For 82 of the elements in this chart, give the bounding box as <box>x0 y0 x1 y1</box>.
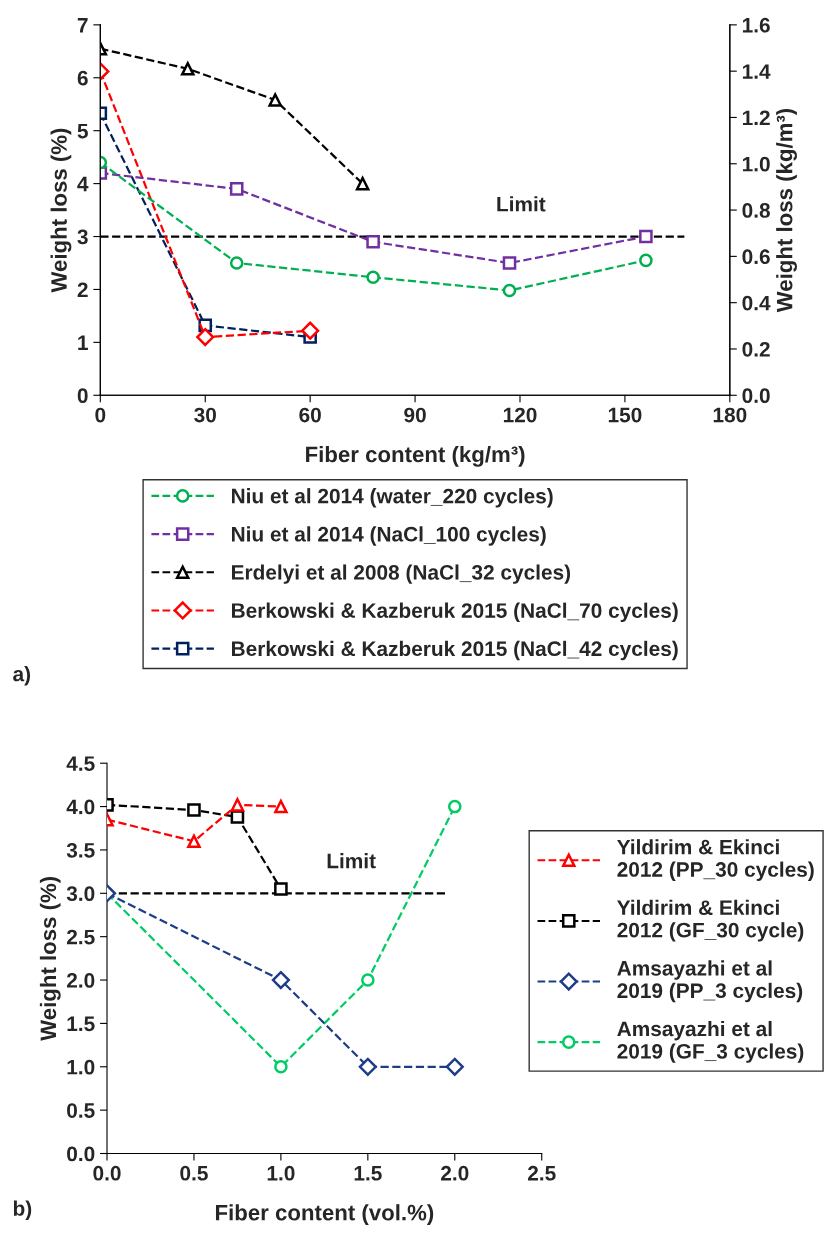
point <box>274 1059 288 1074</box>
legend-label: Amsayazhi et al 2019 (PP_3 cycles) <box>617 960 803 1003</box>
x-axis-title: Fiber content (kg/m³) <box>306 445 525 467</box>
x-tick-label: 1.5 <box>354 1166 382 1181</box>
y-tick-label: 1.0 <box>67 1059 95 1075</box>
y-tick-label: 0.5 <box>67 1103 95 1118</box>
x-tick-label: 1.0 <box>267 1165 295 1181</box>
x-tick-label: 90 <box>404 407 426 423</box>
y-tick-label: 6 <box>77 70 88 86</box>
y-tick-label: 2 <box>77 282 88 297</box>
point <box>301 321 320 340</box>
point <box>229 182 244 196</box>
point <box>639 229 653 244</box>
y2-tick-label: 1.6 <box>742 17 770 33</box>
x-tick-label: 0 <box>95 407 106 423</box>
x-tick-label: 2.0 <box>441 1165 469 1181</box>
y2-tick-label: 0.6 <box>742 249 770 265</box>
point <box>502 256 517 270</box>
point <box>502 283 517 298</box>
point <box>187 834 201 849</box>
point <box>358 1057 377 1076</box>
x-tick-label: 30 <box>194 407 216 423</box>
y-tick-label: 0 <box>77 388 88 404</box>
y2-axis-title: Weight loss (kg/m³) <box>776 108 797 313</box>
y2-tick-label: 1.2 <box>742 110 770 126</box>
y2-tick-label: 0.8 <box>742 203 770 218</box>
point <box>268 93 282 107</box>
x-tick-label: 2.5 <box>527 1165 556 1181</box>
text: b) <box>13 1200 32 1220</box>
x-tick-label: 60 <box>299 407 321 423</box>
x-tick-label: 180 <box>713 407 747 423</box>
y-tick-label: 7 <box>77 18 88 33</box>
legend-label: Niu et al 2014 (water_220 cycles) <box>231 488 553 508</box>
y-tick-label: 3.5 <box>66 842 95 858</box>
legend-label: Berkowski & Kazberuk 2015 (NaCl_70 cycles) <box>231 602 678 623</box>
legend-label: Niu et al 2014 (NaCl_100 cycles) <box>231 526 546 546</box>
legend-label: Yildirim & Ekinci 2012 (GF_30 cycle) <box>617 899 804 942</box>
y-axis-title: Weight loss (%) <box>50 128 72 293</box>
point <box>196 327 215 347</box>
y-tick-label: 2.5 <box>66 929 95 945</box>
legend-label: Berkowski & Kazberuk 2015 (NaCl_42 cycles) <box>231 640 678 661</box>
y-tick-label: 4 <box>77 176 89 192</box>
legend-label: Yildirim & Ekinci 2012 (PP_30 cycles) <box>617 839 814 881</box>
point <box>274 882 288 896</box>
y-tick-label: 1 <box>78 335 88 350</box>
point <box>187 803 201 817</box>
point <box>271 970 290 990</box>
point <box>366 270 380 285</box>
y-tick-label: 4.5 <box>66 756 95 771</box>
point <box>355 176 370 191</box>
legend-label: Erdelyi et al 2008 (NaCl_32 cycles) <box>231 564 571 584</box>
y2-tick-label: 0.0 <box>742 388 770 404</box>
x-tick-label: 0.5 <box>180 1165 208 1181</box>
text: a) <box>13 666 31 686</box>
y-axis-title: Weight loss (%) <box>39 876 61 1041</box>
point <box>361 973 375 987</box>
annotation: Limit <box>497 196 546 212</box>
x-tick-label: 0.0 <box>93 1165 121 1181</box>
y-tick-label: 3.0 <box>66 886 95 902</box>
x-tick-label: 150 <box>608 407 642 423</box>
point <box>229 256 244 270</box>
y2-tick-label: 0.4 <box>742 295 771 311</box>
point <box>447 799 462 814</box>
y2-tick-label: 1.4 <box>742 64 771 79</box>
point <box>274 799 288 814</box>
point <box>230 798 245 812</box>
point <box>639 253 653 268</box>
annotation: Limit <box>327 853 376 869</box>
point <box>366 235 380 249</box>
point <box>445 1057 464 1076</box>
y-tick-label: 1.5 <box>67 1016 95 1032</box>
y-tick-label: 3 <box>77 229 88 245</box>
y-tick-label: 0.0 <box>67 1146 95 1162</box>
x-tick-label: 120 <box>503 407 537 423</box>
y-tick-label: 2.0 <box>66 973 95 988</box>
y-tick-label: 5 <box>77 123 88 139</box>
y2-tick-label: 0.2 <box>742 341 770 357</box>
x-axis-title: Fiber content (vol.%) <box>215 1204 434 1225</box>
y2-tick-label: 1.0 <box>742 156 770 172</box>
point <box>180 61 195 76</box>
y-tick-label: 4.0 <box>66 799 95 815</box>
legend-label: Amsayazhi et al 2019 (GF_3 cycles) <box>617 1020 804 1063</box>
